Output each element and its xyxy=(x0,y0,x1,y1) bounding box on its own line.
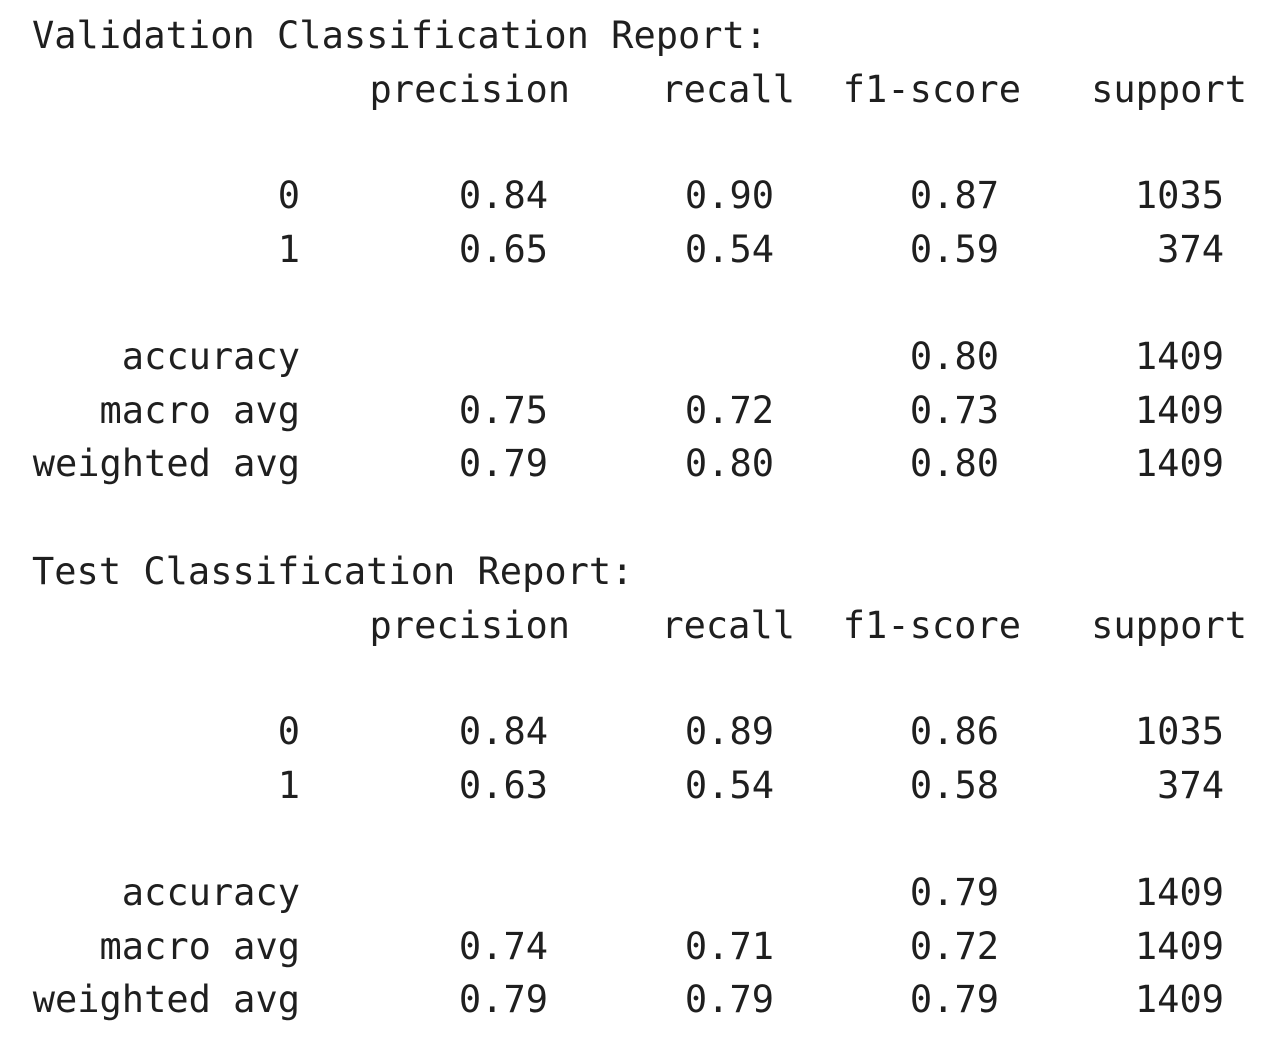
metric-value: 0.80 xyxy=(684,442,774,485)
metric-value: 0.80 xyxy=(909,442,999,485)
metric-value: 0.79 xyxy=(909,871,999,914)
report-title: Test Classification Report: xyxy=(32,550,634,593)
row-label: 1 xyxy=(277,228,300,271)
metric-value: 0.90 xyxy=(684,174,774,217)
metric-value: 0.79 xyxy=(909,978,999,1021)
metric-value: 1409 xyxy=(1134,925,1224,968)
column-header: recall xyxy=(661,604,795,647)
metric-value: 0.87 xyxy=(909,174,999,217)
metric-value: 0.74 xyxy=(458,925,548,968)
row-label: macro avg xyxy=(99,925,300,968)
metric-value: 0.65 xyxy=(458,228,548,271)
metric-value: 0.79 xyxy=(684,978,774,1021)
column-header: precision xyxy=(369,68,570,111)
row-label: weighted avg xyxy=(32,978,300,1021)
row-label: weighted avg xyxy=(32,442,300,485)
metric-value: 0.84 xyxy=(458,710,548,753)
metric-value: 374 xyxy=(1157,764,1224,807)
metric-value: 1409 xyxy=(1134,871,1224,914)
metric-value: 0.75 xyxy=(458,389,548,432)
metric-value: 1409 xyxy=(1134,335,1224,378)
metric-value: 0.86 xyxy=(909,710,999,753)
metric-value: 0.84 xyxy=(458,174,548,217)
column-header: recall xyxy=(661,68,795,111)
row-label: 0 xyxy=(277,710,300,753)
column-header: f1-score xyxy=(842,68,1021,111)
metric-value: 0.59 xyxy=(909,228,999,271)
metric-value: 0.71 xyxy=(684,925,774,968)
metric-value: 0.54 xyxy=(684,228,774,271)
metric-value: 0.79 xyxy=(458,442,548,485)
metric-value: 1409 xyxy=(1134,978,1224,1021)
row-label: accuracy xyxy=(121,335,300,378)
metric-value: 0.54 xyxy=(684,764,774,807)
metric-value: 0.58 xyxy=(909,764,999,807)
metric-value: 1035 xyxy=(1134,710,1224,753)
row-label: macro avg xyxy=(99,389,300,432)
row-label: 1 xyxy=(277,764,300,807)
metric-value: 0.89 xyxy=(684,710,774,753)
column-header: support xyxy=(1091,604,1247,647)
report-title: Validation Classification Report: xyxy=(32,14,768,57)
column-header: f1-score xyxy=(842,604,1021,647)
metric-value: 1409 xyxy=(1134,389,1224,432)
row-label: accuracy xyxy=(121,871,300,914)
metric-value: 1409 xyxy=(1134,442,1224,485)
metric-value: 0.63 xyxy=(458,764,548,807)
row-label: 0 xyxy=(277,174,300,217)
column-header: precision xyxy=(369,604,570,647)
column-header: support xyxy=(1091,68,1247,111)
metric-value: 0.80 xyxy=(909,335,999,378)
metric-value: 0.73 xyxy=(909,389,999,432)
metric-value: 0.79 xyxy=(458,978,548,1021)
metric-value: 1035 xyxy=(1134,174,1224,217)
metric-value: 0.72 xyxy=(909,925,999,968)
metric-value: 0.72 xyxy=(684,389,774,432)
metric-value: 374 xyxy=(1157,228,1224,271)
